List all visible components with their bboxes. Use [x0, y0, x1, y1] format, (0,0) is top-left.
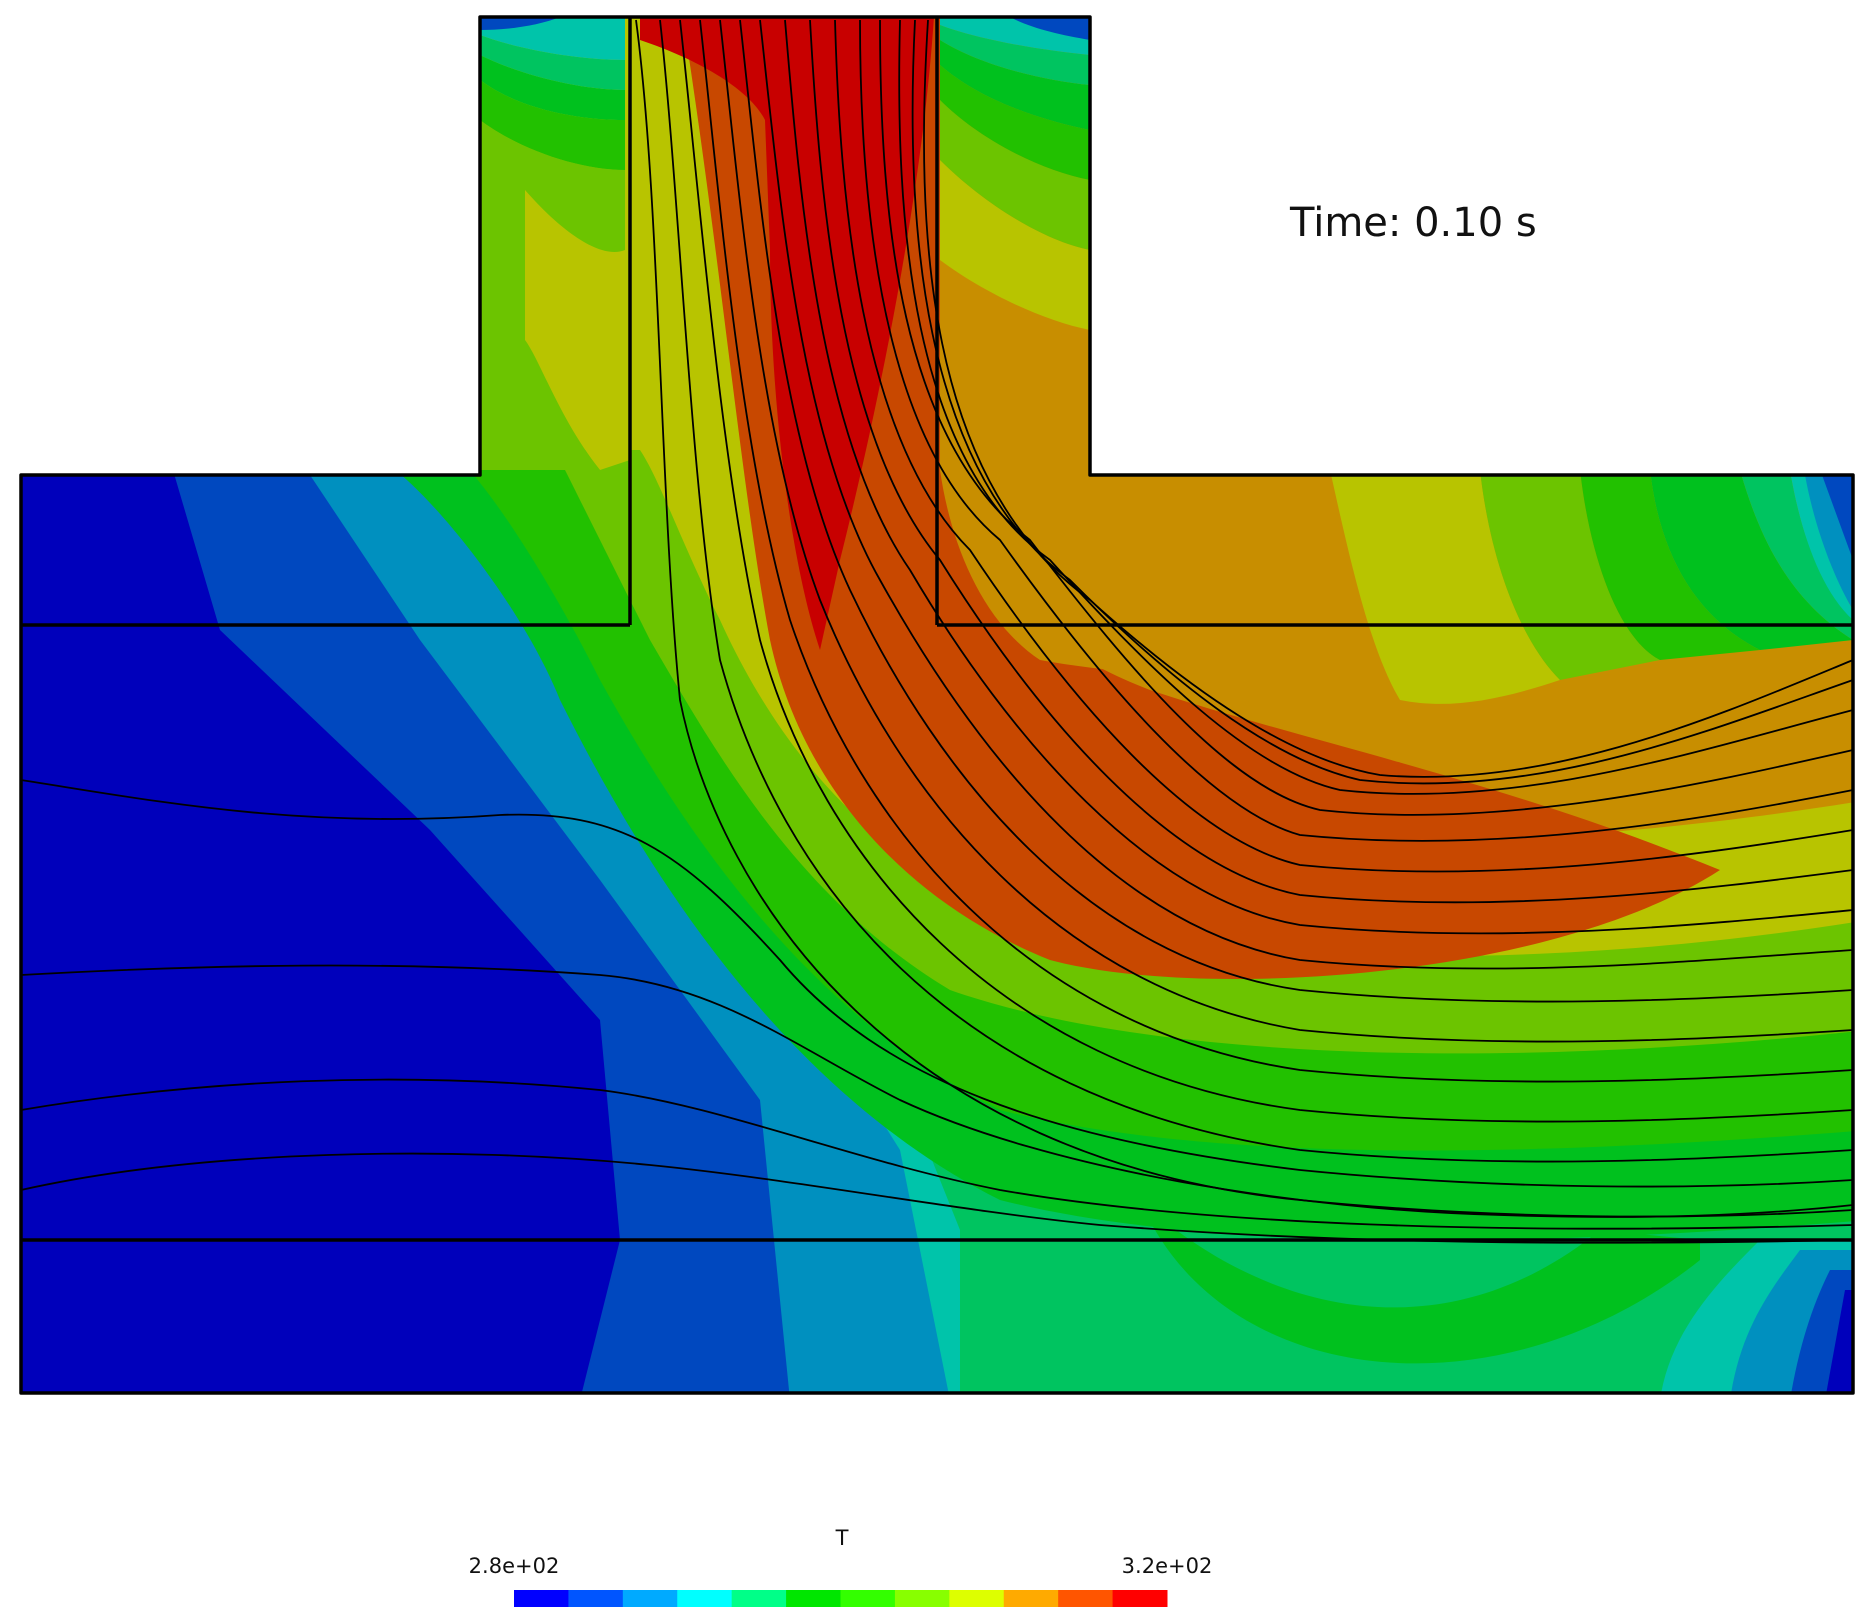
field-band	[525, 190, 630, 470]
field-band	[940, 160, 1090, 330]
outer-boundary	[19, 15, 1855, 1395]
colorbar-swatch	[1058, 1590, 1114, 1607]
colorbar-min-label: 2.8e+02	[469, 1554, 560, 1578]
colorbar-swatch	[949, 1590, 1005, 1607]
streamline	[809, 19, 1854, 904]
colorbar-swatch	[1112, 1590, 1168, 1607]
colorbar-swatch	[731, 1590, 787, 1607]
streamlines	[20, 19, 1854, 1244]
streamline	[859, 19, 1854, 842]
colorbar-swatch	[622, 1590, 678, 1607]
colorbar-swatch	[840, 1590, 896, 1607]
streamline	[635, 19, 1854, 1218]
colorbar-swatch	[568, 1590, 624, 1607]
field-band	[1580, 470, 1760, 660]
field-band	[1140, 1200, 1700, 1364]
streamline	[699, 19, 1854, 1083]
field-band	[480, 35, 625, 90]
field-band	[1010, 17, 1090, 40]
colorbar-title: T	[835, 1526, 849, 1550]
streamline	[911, 19, 1854, 785]
field-band	[1330, 470, 1560, 704]
streamline	[659, 19, 1854, 1163]
colorbar-swatch	[677, 1590, 733, 1607]
field-band	[940, 470, 1400, 700]
colorbar-swatch	[894, 1590, 950, 1607]
streamline	[739, 19, 1854, 1003]
streamline	[834, 19, 1854, 873]
streamline	[898, 19, 1854, 795]
colorbar-swatch	[1003, 1590, 1059, 1607]
field-band	[1805, 475, 1853, 610]
streamline	[679, 19, 1854, 1123]
time-annotation: Time: 0.10 s	[1289, 200, 1537, 246]
colorbar-swatch	[786, 1590, 841, 1607]
field-band	[940, 65, 1090, 180]
field-band	[940, 40, 1090, 130]
field-band	[21, 460, 620, 1393]
field-band	[1650, 470, 1853, 650]
streamline	[20, 1078, 1854, 1230]
field-band	[940, 25, 1090, 85]
field-band	[640, 17, 935, 650]
colorbar-swatch	[514, 1590, 569, 1607]
field-band	[940, 100, 1090, 250]
streamline	[879, 19, 1854, 816]
field-band	[1480, 470, 1660, 680]
field-band	[480, 80, 625, 170]
colorbar-max-label: 3.2e+02	[1122, 1554, 1213, 1578]
domain-outline	[19, 15, 1855, 1395]
field-band	[1740, 470, 1853, 640]
field-band	[480, 120, 625, 470]
field-band	[480, 55, 625, 120]
streamline	[719, 19, 1854, 1043]
field-band	[1825, 1290, 1853, 1393]
colorbar-swatches	[514, 1590, 1168, 1607]
streamline	[784, 19, 1854, 935]
colorbar-legend: T 2.8e+02 3.2e+02	[469, 1526, 1213, 1607]
field-band	[1790, 470, 1853, 620]
streamline	[759, 19, 1854, 970]
streamline	[20, 964, 1854, 1218]
streamline	[20, 1152, 1854, 1244]
streamline	[20, 779, 1854, 1188]
field-band	[480, 17, 560, 30]
field-band	[1822, 475, 1853, 560]
field-band	[480, 17, 625, 60]
streamline	[923, 19, 1854, 778]
